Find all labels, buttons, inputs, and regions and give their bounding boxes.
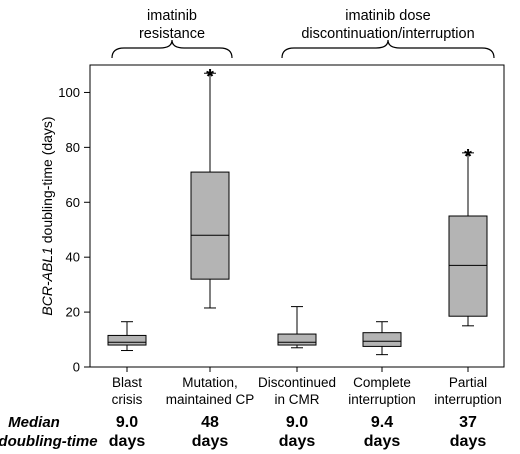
group-discontinuation-brace	[281, 39, 495, 59]
y-tick-label: 0	[73, 360, 80, 375]
median-unit: days	[192, 433, 229, 450]
group-resistance: imatinib resistance	[111, 8, 233, 59]
x-category-label-line1: Partial	[449, 375, 487, 390]
x-category-label-line1: Discontinued	[258, 375, 336, 390]
group-discontinuation-line1: imatinib dose	[345, 8, 430, 24]
x-category-label-line2: crisis	[112, 392, 143, 407]
significance-asterisk: *	[206, 66, 214, 88]
y-tick-label: 40	[66, 250, 80, 265]
box-3	[277, 306, 317, 349]
x-category-label-line2: maintained CP	[166, 392, 255, 407]
iqr-box	[448, 215, 488, 317]
median-unit: days	[109, 433, 146, 450]
y-tick-label: 20	[66, 305, 80, 320]
group-resistance-brace	[111, 39, 233, 59]
box-4	[362, 321, 402, 356]
median-value: 9.4	[371, 414, 393, 431]
y-axis-label-text: doubling-time (days)	[39, 116, 55, 247]
x-axis-categories: Blast crisis Mutation, maintained CPDiscont…	[112, 367, 502, 407]
iqr-box	[277, 333, 317, 346]
x-category-label-line1: Blast	[112, 375, 142, 390]
median-value: 48	[201, 414, 219, 431]
median-row: 9.0 days 48 days 9.0 days 9.4 days 37 days	[109, 414, 487, 450]
iqr-box	[107, 334, 147, 346]
median-unit: days	[450, 433, 487, 450]
y-tick-label: 100	[58, 85, 80, 100]
group-resistance-line1: imatinib	[147, 8, 197, 24]
box-2: *	[190, 66, 230, 309]
y-tick-label: 80	[66, 140, 80, 155]
iqr-box	[362, 332, 402, 347]
group-discontinuation: imatinib dose discontinuation/interrupti…	[281, 8, 495, 59]
median-label-line1: Median	[8, 414, 60, 431]
box-series: **	[107, 66, 488, 356]
x-category-label-line2: interruption	[434, 392, 502, 407]
box-1	[107, 321, 147, 352]
median-label-line2: doubling-time	[0, 433, 98, 450]
median-value: 9.0	[116, 414, 138, 431]
x-category-label-line1: Mutation,	[182, 375, 238, 390]
y-tick-label: 60	[66, 195, 80, 210]
x-category-label-line2: in CMR	[274, 392, 319, 407]
median-value: 37	[459, 414, 477, 431]
median-unit: days	[279, 433, 316, 450]
y-axis-label-gene: BCR-ABL1	[39, 247, 55, 315]
significance-asterisk: *	[464, 146, 472, 168]
x-category-label-line2: interruption	[348, 392, 416, 407]
iqr-box	[190, 171, 230, 280]
y-axis-label: BCR-ABL1 doubling-time (days)	[39, 116, 55, 315]
median-value: 9.0	[286, 414, 308, 431]
group-discontinuation-line2: discontinuation/interruption	[301, 26, 474, 42]
box-5: *	[448, 146, 488, 327]
median-unit: days	[364, 433, 401, 450]
group-resistance-line2: resistance	[139, 26, 205, 42]
y-axis: 0 20 40 60 80 100	[58, 85, 90, 375]
x-category-label-line1: Complete	[353, 375, 411, 390]
